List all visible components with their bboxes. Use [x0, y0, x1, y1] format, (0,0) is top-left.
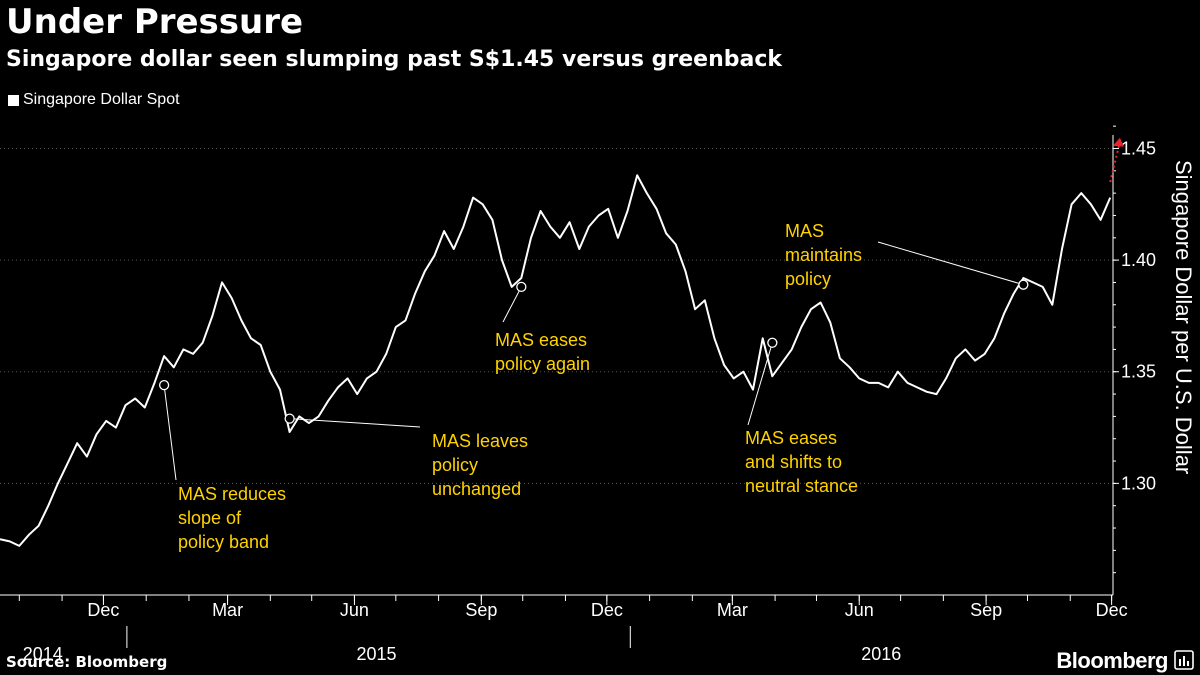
annotation-label: MAS eases — [495, 330, 587, 350]
annotation-label: policy — [432, 455, 478, 475]
series-line-singapore-dollar-spot — [0, 174, 1112, 547]
x-tick-label: Dec — [87, 600, 119, 620]
annotation-label: MAS leaves — [432, 431, 528, 451]
annotation-leader — [747, 342, 773, 426]
annotation-marker — [284, 413, 295, 424]
x-tick-label: Dec — [591, 600, 623, 620]
x-tick-label: Jun — [845, 600, 874, 620]
legend-label: Singapore Dollar Spot — [23, 91, 180, 108]
forecast-arrow-line — [1109, 141, 1121, 183]
x-tick-label: Mar — [212, 600, 243, 620]
annotation-label: neutral stance — [745, 476, 858, 496]
x-axis: Dec Mar Jun Sep Dec Mar Jun Sep Dec 2014 2015 2016 — [0, 594, 1128, 664]
terminal-icon — [1174, 650, 1194, 670]
y-tick-label: 1.40 — [1121, 250, 1156, 270]
y-tick-label: 1.35 — [1121, 362, 1156, 382]
annotation-marker — [767, 337, 778, 348]
annotation-label: policy again — [495, 354, 590, 374]
x-tick-label: Sep — [465, 600, 497, 620]
plot-area — [0, 137, 1124, 547]
year-label: 2016 — [861, 644, 901, 664]
x-tick-label: Mar — [717, 600, 748, 620]
y-axis-title: Singapore Dollar per U.S. Dollar — [1171, 160, 1196, 474]
grid-lines — [0, 147, 1113, 484]
annotation-label: unchanged — [432, 479, 521, 499]
y-axis: 1.30 1.35 1.40 1.45 — [1112, 125, 1156, 595]
x-tick-label: Sep — [970, 600, 1002, 620]
legend-swatch — [8, 94, 19, 106]
annotation-label: MAS reduces — [178, 484, 286, 504]
x-tick-label: Jun — [340, 600, 369, 620]
annotation-marker — [516, 281, 527, 293]
chart-subtitle: Singapore dollar seen slumping past S$1.… — [6, 47, 783, 72]
annotation-leader — [289, 418, 421, 428]
annotation-label: slope of — [178, 508, 242, 528]
brand-logo: Bloomberg — [1056, 648, 1168, 673]
annotation-label: and shifts to — [745, 452, 842, 472]
source-note: Source: Bloomberg — [6, 653, 168, 671]
annotation-marker — [158, 379, 170, 391]
annotation-label: MAS — [785, 221, 824, 241]
annotation-label: maintains — [785, 245, 862, 265]
annotation-leader — [877, 241, 1024, 286]
legend: Singapore Dollar Spot — [8, 91, 180, 109]
annotation-marker — [1018, 279, 1029, 290]
annotation-label: policy — [785, 269, 831, 289]
forecast-arrow-head — [1112, 137, 1124, 147]
y-tick-label: 1.30 — [1121, 473, 1156, 493]
year-label: 2015 — [356, 644, 396, 664]
y-tick-label: 1.45 — [1121, 138, 1156, 158]
annotations: MAS reduces slope of policy band MAS leaves… — [158, 221, 1029, 552]
x-tick-label: Dec — [1096, 600, 1128, 620]
chart-title: Under Pressure — [6, 2, 304, 42]
annotation-leader — [163, 385, 177, 481]
annotation-label: policy band — [178, 532, 269, 552]
year-label: 2014 — [23, 644, 63, 664]
annotation-label: MAS eases — [745, 428, 837, 448]
annotation-leader — [502, 286, 522, 323]
